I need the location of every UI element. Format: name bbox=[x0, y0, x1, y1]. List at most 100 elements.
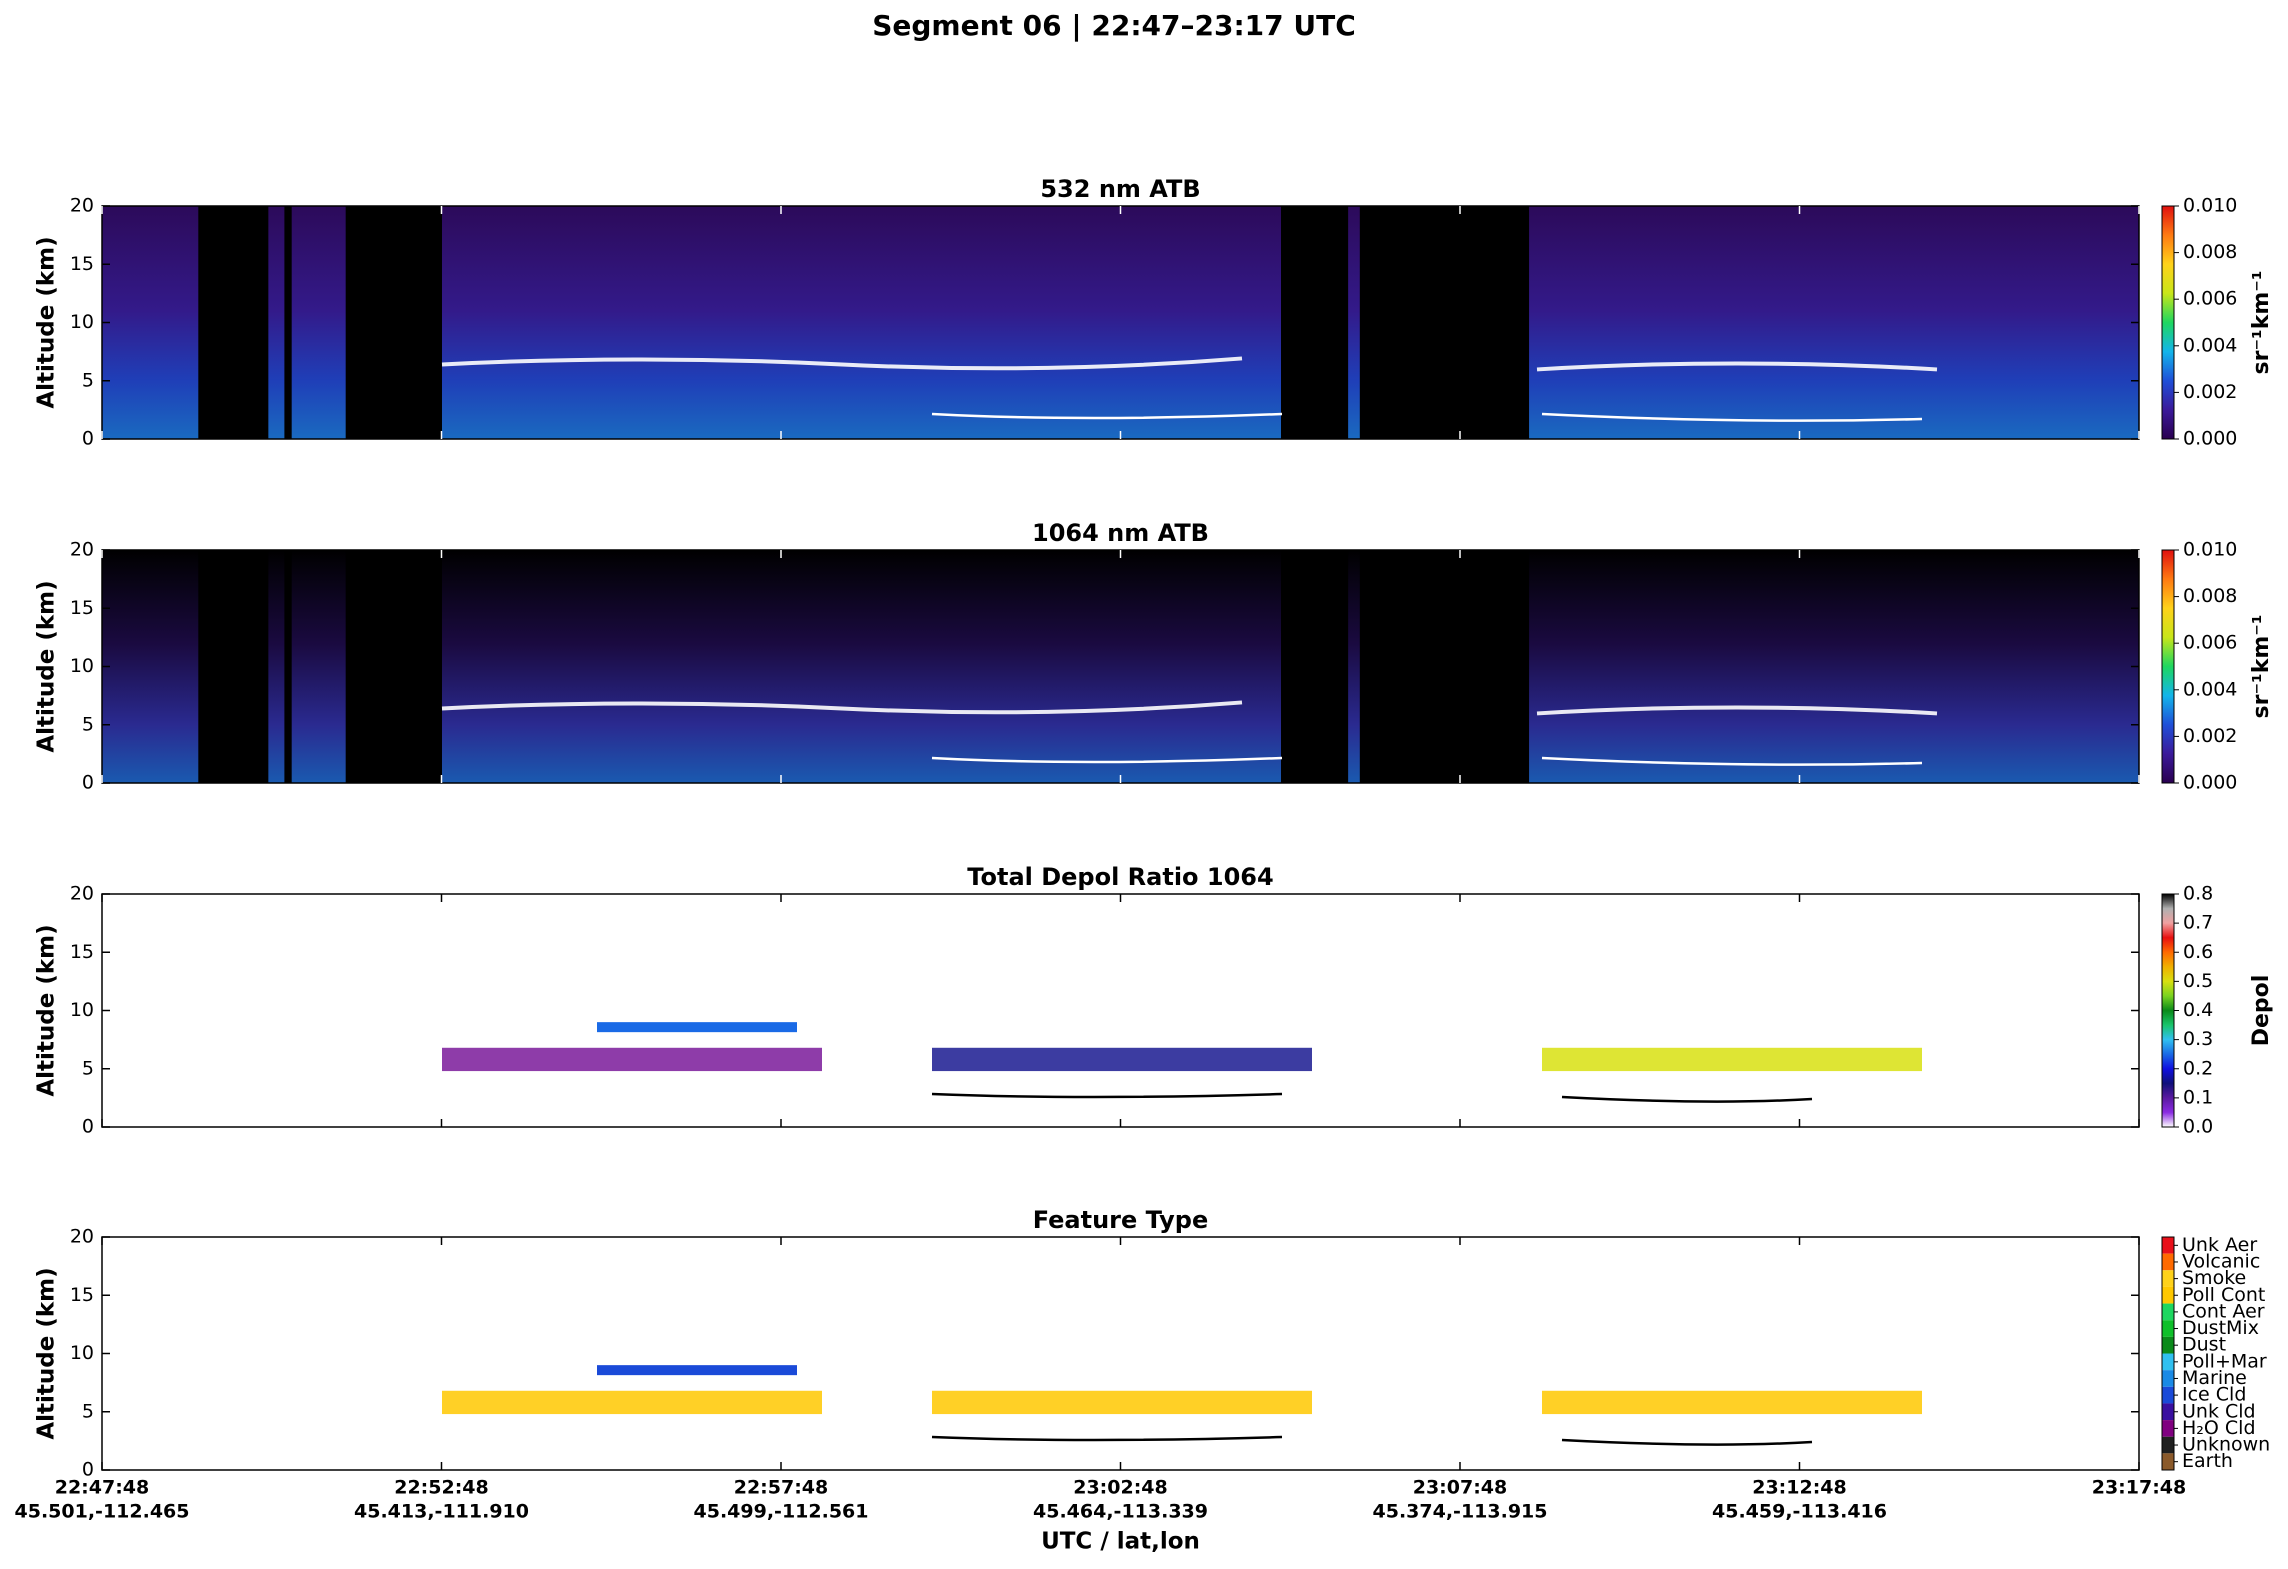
colorbar-category-label: Poll Cont bbox=[2182, 1284, 2265, 1306]
layer-decoration bbox=[441, 700, 1938, 716]
colorbar-tick-label: 0.6 bbox=[2183, 941, 2213, 963]
colorbar-label: sr⁻¹km⁻¹ bbox=[2249, 615, 2274, 719]
colorbar-swatch bbox=[2162, 1353, 2174, 1371]
no-data-region bbox=[1281, 206, 1349, 439]
colorbar-tick-label: 0.004 bbox=[2183, 678, 2237, 700]
colorbar-swatch bbox=[2162, 1453, 2174, 1470]
no-data-region bbox=[284, 550, 292, 783]
colorbar-category-label: Unk Cld bbox=[2182, 1400, 2256, 1422]
colorbar-tick-label: 0.008 bbox=[2183, 241, 2237, 263]
y-tick-label: 0 bbox=[82, 772, 94, 794]
no-data-region bbox=[1359, 206, 1530, 439]
colorbar-label: sr⁻¹km⁻¹ bbox=[2249, 271, 2274, 375]
colorbar-tick-label: 0.004 bbox=[2183, 334, 2237, 356]
layer-decoration bbox=[931, 756, 1923, 766]
x-tick-label: 23:17:48 bbox=[2092, 1477, 2187, 1499]
y-tick-label: 5 bbox=[82, 369, 94, 391]
colorbar bbox=[2162, 206, 2174, 439]
colorbar-category-label: Dust bbox=[2182, 1334, 2226, 1356]
colorbar-tick-label: 0.006 bbox=[2183, 288, 2237, 310]
colorbar-tick-label: 0.3 bbox=[2183, 1028, 2213, 1050]
layer-decoration bbox=[931, 1435, 1813, 1446]
y-tick-label: 20 bbox=[70, 883, 94, 905]
no-data-region bbox=[1281, 550, 1349, 783]
y-tick-label: 15 bbox=[70, 941, 94, 963]
no-data-region bbox=[345, 206, 442, 439]
colorbar-category-label: Unk Aer bbox=[2182, 1234, 2257, 1256]
layer-decoration bbox=[1542, 1047, 1922, 1072]
panel-title: Total Depol Ratio 1064 bbox=[967, 863, 1273, 891]
colorbar-category-label: Marine bbox=[2182, 1367, 2247, 1389]
colorbar-tick-label: 0.4 bbox=[2183, 999, 2213, 1021]
y-tick-label: 10 bbox=[70, 311, 94, 333]
layer-decoration bbox=[931, 1092, 1813, 1103]
layer-decoration bbox=[932, 1047, 1312, 1072]
colorbar-tick-label: 0.002 bbox=[2183, 725, 2237, 747]
x-tick-label: 22:52:48 bbox=[394, 1477, 489, 1499]
y-tick-label: 10 bbox=[70, 999, 94, 1021]
y-tick-label: 5 bbox=[82, 1057, 94, 1079]
y-tick-label: 10 bbox=[70, 655, 94, 677]
x-tick-latlon: 45.501,-112.465 bbox=[15, 1501, 190, 1523]
colorbar-swatch bbox=[2162, 1237, 2174, 1254]
colorbar-tick-label: 0.000 bbox=[2183, 428, 2237, 450]
x-tick-label: 23:07:48 bbox=[1413, 1477, 1508, 1499]
colorbar-tick-label: 0.010 bbox=[2183, 195, 2237, 217]
y-tick-label: 0 bbox=[82, 1116, 94, 1138]
colorbar-category-label: H₂O Cld bbox=[2182, 1417, 2256, 1439]
colorbar-swatch bbox=[2162, 1403, 2174, 1421]
colorbar-tick-label: 0.010 bbox=[2183, 539, 2237, 561]
colorbar-swatch bbox=[2162, 1320, 2174, 1337]
colorbar-swatch bbox=[2162, 1436, 2174, 1454]
y-axis-label: Altitude (km) bbox=[34, 236, 60, 408]
y-tick-label: 20 bbox=[70, 1226, 94, 1248]
y-tick-label: 15 bbox=[70, 1284, 94, 1306]
x-tick-latlon: 45.499,-112.561 bbox=[694, 1501, 869, 1523]
layer-decoration bbox=[1542, 1390, 1922, 1415]
colorbar-frame bbox=[2161, 549, 2175, 784]
colorbar-tick-label: 0.006 bbox=[2183, 632, 2237, 654]
colorbar-swatch bbox=[2162, 1386, 2174, 1404]
colorbar-swatch bbox=[2162, 1253, 2174, 1271]
x-tick-latlon: 45.459,-113.416 bbox=[1712, 1501, 1887, 1523]
y-axis-label: Altitude (km) bbox=[34, 580, 60, 752]
colorbar-frame bbox=[2161, 205, 2175, 440]
colorbar-category-label: Earth bbox=[2182, 1450, 2233, 1472]
x-tick-label: 22:47:48 bbox=[55, 1477, 150, 1499]
y-tick-label: 15 bbox=[70, 253, 94, 275]
no-data-region bbox=[284, 206, 292, 439]
panel-title: 1064 nm ATB bbox=[1032, 519, 1209, 547]
layer-decoration bbox=[597, 1365, 797, 1376]
colorbar bbox=[2162, 550, 2174, 783]
no-data-region bbox=[1359, 550, 1530, 783]
colorbar-label: Depol bbox=[2249, 975, 2274, 1047]
x-tick-latlon: 45.374,-113.915 bbox=[1373, 1501, 1548, 1523]
y-tick-label: 0 bbox=[82, 1459, 94, 1481]
colorbar-tick-label: 0.002 bbox=[2183, 381, 2237, 403]
y-tick-label: 20 bbox=[70, 195, 94, 217]
layer-decoration bbox=[441, 356, 1938, 372]
colorbar-swatch bbox=[2162, 1270, 2174, 1287]
colorbar-category-label: Poll+Mar bbox=[2182, 1350, 2267, 1372]
colorbar-tick-label: 0.000 bbox=[2183, 772, 2237, 794]
layer-decoration bbox=[932, 1390, 1312, 1415]
colorbar-tick-label: 0.1 bbox=[2183, 1086, 2213, 1108]
y-axis-label: Altitude (km) bbox=[34, 1267, 60, 1439]
colorbar-swatch bbox=[2162, 1336, 2174, 1354]
figure-title: Segment 06 | 22:47–23:17 UTC bbox=[872, 9, 1356, 42]
no-data-region bbox=[198, 550, 269, 783]
colorbar-category-label: Volcanic bbox=[2182, 1250, 2260, 1272]
layer-decoration bbox=[597, 1022, 797, 1033]
colorbar-frame bbox=[2161, 1236, 2175, 1471]
colorbar-category-label: Unknown bbox=[2182, 1434, 2270, 1456]
no-data-region bbox=[198, 206, 269, 439]
y-tick-label: 0 bbox=[82, 428, 94, 450]
no-data-region bbox=[345, 550, 442, 783]
colorbar-category-label: Smoke bbox=[2182, 1267, 2246, 1289]
x-tick-label: 23:12:48 bbox=[1752, 1477, 1847, 1499]
x-tick-label: 23:02:48 bbox=[1073, 1477, 1168, 1499]
x-tick-latlon: 45.464,-113.339 bbox=[1033, 1501, 1208, 1523]
plot-frame bbox=[101, 1236, 2140, 1471]
